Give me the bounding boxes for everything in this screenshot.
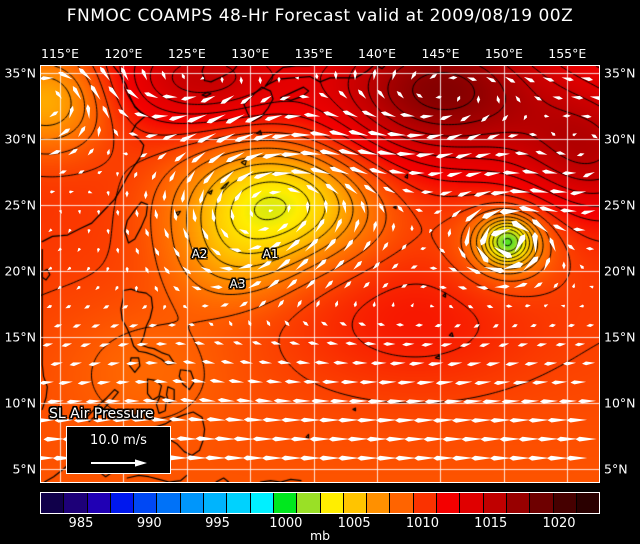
lat-tick-label: 15°N (4, 329, 36, 345)
lon-tick-label: 155°E (548, 46, 587, 61)
lat-tick-label: 30°N (604, 131, 636, 147)
lon-tick-label: 125°E (167, 46, 206, 61)
lon-tick-label: 115°E (41, 46, 80, 61)
wind-scale-key: 10.0 m/s (66, 426, 171, 474)
colorbar-swatch (134, 493, 158, 513)
colorbar-swatch (413, 493, 438, 513)
colorbar-swatch (227, 493, 251, 513)
lat-tick-label: 25°N (604, 197, 636, 213)
colorbar-swatch (87, 493, 111, 513)
colorbar-tick-label: 995 (205, 516, 230, 531)
lat-tick-label: 5°N (604, 461, 628, 477)
colorbar-tick-label: 1015 (474, 516, 508, 531)
colorbar-swatch (553, 493, 577, 513)
colorbar-swatch (157, 493, 181, 513)
lon-tick-label: 150°E (484, 46, 523, 61)
storm-label: A2 (191, 246, 208, 261)
colorbar-swatch (367, 493, 391, 513)
lon-tick-label: 135°E (294, 46, 333, 61)
colorbar-tick-label: 990 (136, 516, 162, 531)
storm-label: A1 (262, 246, 279, 261)
colorbar-swatch (320, 493, 344, 513)
colorbar-swatch (41, 493, 65, 513)
lat-tick-label: 35°N (604, 65, 636, 81)
colorbar-tick-label: 985 (68, 516, 94, 531)
lon-tick-label: 130°E (231, 46, 270, 61)
storm-label: A3 (229, 276, 246, 291)
page-title: FNMOC COAMPS 48-Hr Forecast valid at 200… (66, 6, 574, 26)
colorbar-swatch (180, 493, 205, 513)
lon-tick-label: 120°E (104, 46, 143, 61)
field-caption: SL Air Pressure (49, 406, 154, 422)
colorbar-units-label: mb (309, 528, 331, 543)
wind-scale-value: 10.0 m/s (90, 433, 147, 448)
map-plot-area[interactable]: A2 A1 A3 SL Air Pressure 10.0 m/s (40, 65, 600, 483)
lat-tick-label: 10°N (604, 395, 636, 411)
colorbar-swatch (390, 493, 414, 513)
lat-tick-label: 15°N (604, 329, 636, 345)
colorbar-swatch (343, 493, 368, 513)
colorbar-swatch (250, 493, 274, 513)
colorbar-swatch (273, 493, 298, 513)
lat-tick-label: 20°N (4, 263, 36, 279)
pressure-colorbar[interactable] (40, 492, 600, 514)
colorbar-swatch (437, 493, 461, 513)
lat-tick-label: 10°N (4, 395, 36, 411)
colorbar-tick-label: 1005 (337, 516, 371, 531)
colorbar-swatch (64, 493, 88, 513)
colorbar-tick-label: 1020 (542, 516, 576, 531)
colorbar-swatch (506, 493, 531, 513)
colorbar-swatch (460, 493, 484, 513)
lat-tick-label: 35°N (4, 65, 36, 81)
colorbar-swatch (530, 493, 554, 513)
lat-tick-label: 20°N (604, 263, 636, 279)
right-arrow-icon (90, 459, 147, 467)
colorbar-swatch (483, 493, 507, 513)
colorbar-tick-label: 1000 (269, 516, 303, 531)
lon-tick-label: 145°E (421, 46, 460, 61)
lat-tick-label: 30°N (4, 131, 36, 147)
colorbar-swatch (110, 493, 135, 513)
colorbar-tick-label: 1010 (405, 516, 439, 531)
colorbar-swatch (576, 493, 600, 513)
colorbar-swatch (204, 493, 228, 513)
lat-tick-label: 5°N (12, 461, 36, 477)
colorbar-swatch (297, 493, 321, 513)
lon-tick-label: 140°E (358, 46, 397, 61)
lat-tick-label: 25°N (4, 197, 36, 213)
